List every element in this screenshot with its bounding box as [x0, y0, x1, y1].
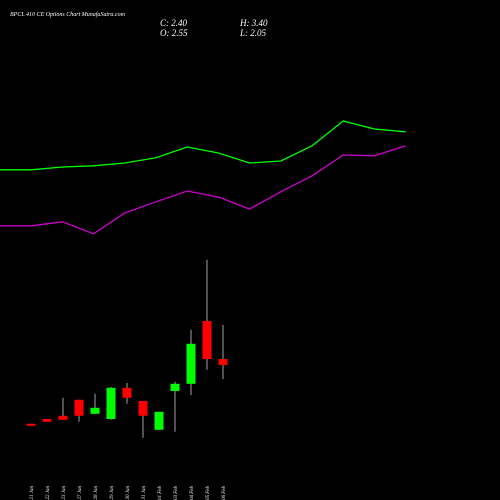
- x-tick-label: 21 Jan: [30, 486, 35, 500]
- x-tick-label: 29 Jan: [110, 486, 115, 500]
- candle-body: [26, 423, 36, 426]
- x-tick-label: 31 Jan: [142, 486, 147, 500]
- x-tick-label: 28 Jan: [94, 486, 99, 500]
- candle-body: [122, 387, 132, 398]
- open-label: O: 2.55: [160, 28, 188, 38]
- candle-body: [218, 359, 228, 365]
- candle-body: [42, 419, 52, 422]
- close-label: C: 2.40: [160, 18, 188, 28]
- x-tick-label: 01 Feb: [158, 486, 163, 500]
- candle-body: [202, 321, 212, 359]
- x-tick-label: 22 Jan: [46, 486, 51, 500]
- x-tick-label: 05 Feb: [206, 486, 211, 500]
- x-tick-label: 03 Feb: [174, 486, 179, 500]
- x-tick-label: 27 Jan: [78, 486, 83, 500]
- candle-body: [186, 343, 196, 384]
- low-label: L: 2.05: [239, 28, 267, 38]
- x-tick-label: 04 Feb: [190, 486, 195, 500]
- chart-title: BPCL 410 CE Options Chart MunafaSutra.co…: [10, 11, 126, 18]
- candle-body: [106, 387, 116, 419]
- line: [0, 145, 406, 235]
- x-tick-label: 06 Feb: [222, 486, 227, 500]
- candle-body: [154, 411, 164, 430]
- candle-body: [170, 383, 180, 391]
- high-label: H: 3.40: [239, 18, 268, 28]
- line: [0, 120, 406, 171]
- x-tick-label: 30 Jan: [126, 486, 131, 500]
- candle-body: [138, 401, 148, 416]
- candle-body: [90, 407, 100, 414]
- candle-body: [58, 415, 68, 420]
- candle-body: [74, 399, 84, 416]
- x-tick-label: 23 Jan: [62, 486, 67, 500]
